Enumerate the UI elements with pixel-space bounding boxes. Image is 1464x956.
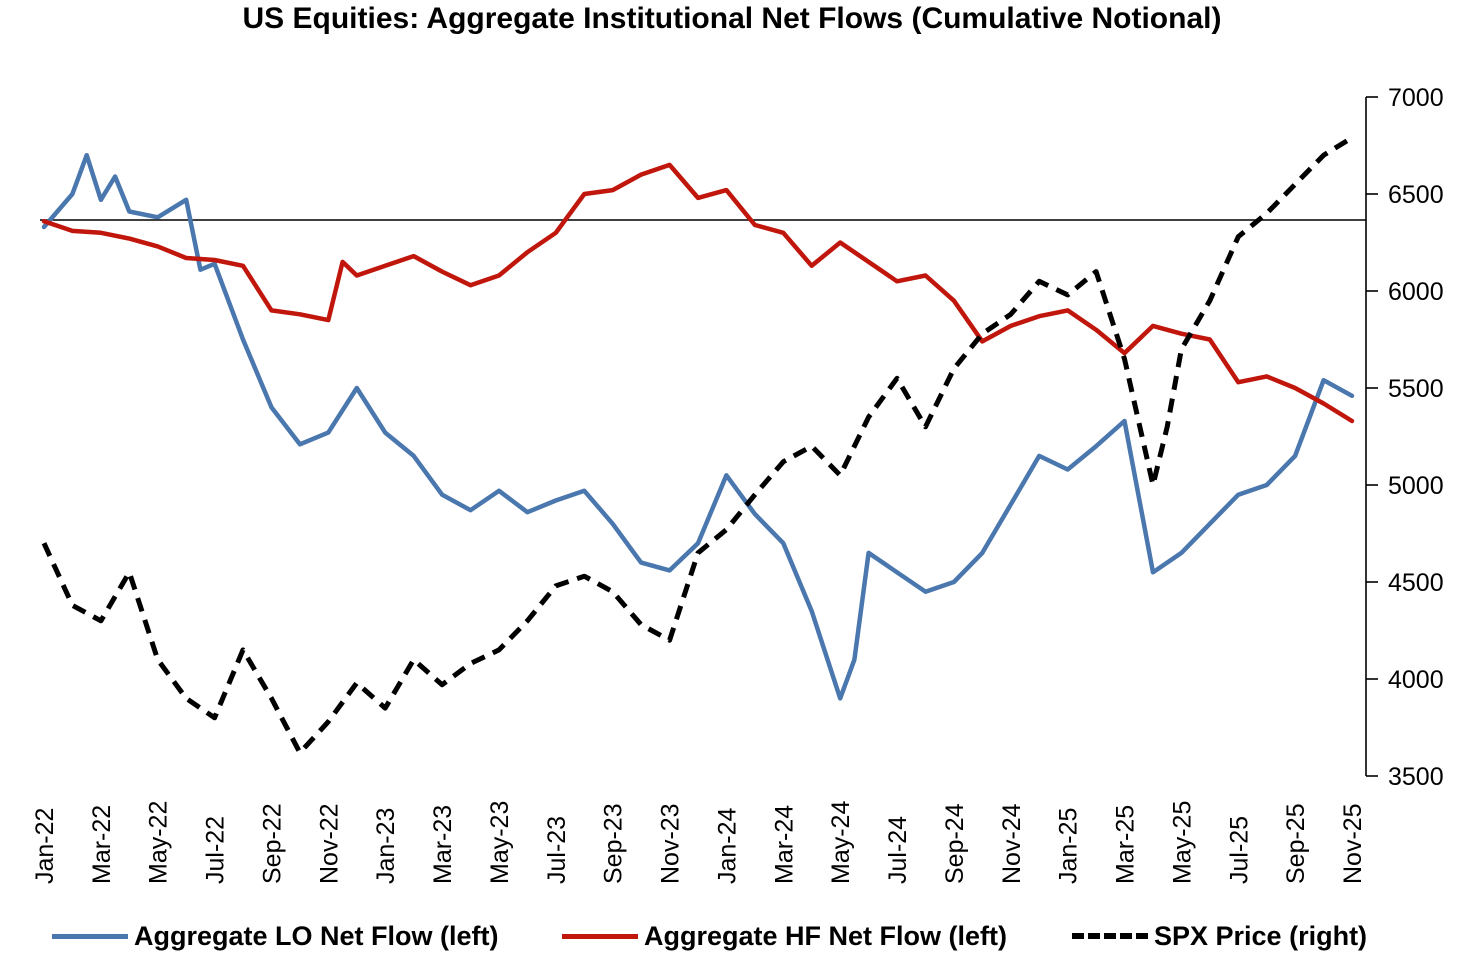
x-axis-tick-label: Sep-22 [259,803,287,884]
x-axis-tick-label: May-24 [827,801,855,884]
x-axis-tick-label: Mar-24 [770,805,798,884]
x-axis-tick-label: Nov-23 [657,803,685,884]
x-axis-tick-label: Jul-22 [202,816,230,884]
right-axis-group: 3500 4000 4500 5000 5500 6000 6500 7000 [1365,84,1444,791]
legend-swatch-hf [562,933,638,939]
right-axis-tick-label: 3500 [1388,763,1444,791]
right-axis-tick-label: 4500 [1388,569,1444,597]
right-axis-tick-label: 6500 [1388,181,1444,209]
x-axis-tick-label: Jul-25 [1225,816,1253,884]
series-group [41,135,1355,756]
x-axis-tick-label: May-23 [486,801,514,884]
x-axis-tick-label: May-25 [1168,801,1196,884]
chart-title: US Equities: Aggregate Institutional Net… [242,2,1222,35]
legend-label-spx: SPX Price (right) [1154,920,1368,951]
x-axis-tick-label: Mar-22 [88,805,116,884]
x-axis-tick-label: Jul-24 [884,816,912,884]
chart-plot: 3500 4000 4500 5000 5500 6000 6500 7000 Jan-22 M… [31,84,1444,884]
legend-label-hf: Aggregate HF Net Flow (left) [644,920,1007,951]
legend-swatch-lo [52,933,128,939]
right-axis-tick-label: 6000 [1388,278,1444,306]
legend: Aggregate LO Net Flow (left) Aggregate H… [0,916,1464,956]
legend-swatch-spx [1072,933,1148,939]
legend-item-hf: Aggregate HF Net Flow (left) [562,916,1007,956]
x-axis-group: Jan-22 Mar-22 May-22 Jul-22 Sep-22 Nov-22 Jan-… [31,801,1367,884]
series-line-hf [41,162,1355,424]
x-axis-tick-label: Mar-25 [1112,805,1140,884]
series-line-spx [41,135,1354,756]
legend-item-spx: SPX Price (right) [1072,916,1367,956]
x-axis-tick-label: Sep-25 [1282,803,1310,884]
x-axis-tick-label: May-22 [145,801,173,884]
x-axis-tick-label: Jan-24 [713,807,741,884]
legend-item-lo: Aggregate LO Net Flow (left) [52,916,499,956]
right-axis-tick-label: 5500 [1388,375,1444,403]
series-line-lo [41,152,1355,701]
x-axis-tick-label: Jul-23 [543,816,571,884]
x-axis-tick-label: Sep-24 [941,803,969,884]
x-axis-tick-label: Mar-23 [429,805,457,884]
x-axis-tick-label: Jan-22 [31,808,59,884]
right-axis-tick-label: 4000 [1388,666,1444,694]
x-axis-tick-label: Nov-25 [1339,803,1367,884]
x-axis-tick-label: Jan-25 [1055,808,1083,884]
legend-label-lo: Aggregate LO Net Flow (left) [134,920,499,951]
x-axis-tick-label: Jan-23 [372,808,400,884]
x-axis-tick-label: Nov-24 [998,803,1026,884]
x-axis-tick-label: Nov-22 [315,803,343,884]
right-axis-tick-label: 5000 [1388,472,1444,500]
x-axis-tick-label: Sep-23 [600,803,628,884]
right-axis-tick-label: 7000 [1388,84,1444,112]
